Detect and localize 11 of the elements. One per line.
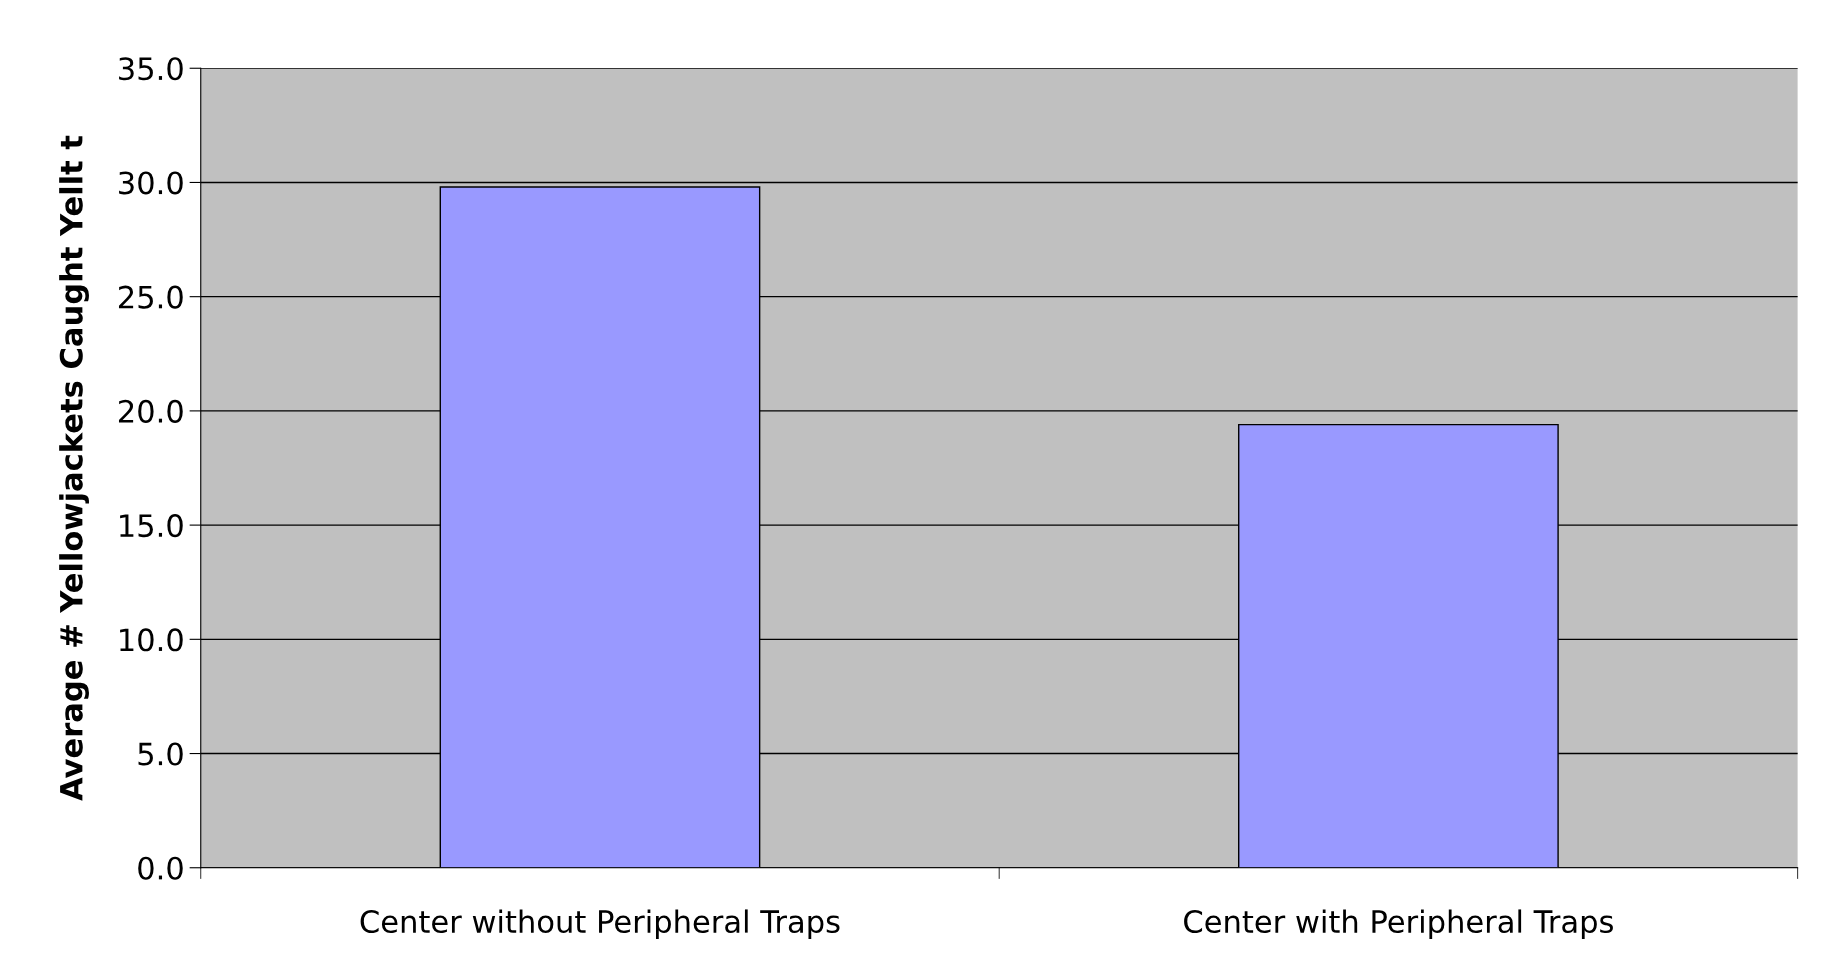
y-tick-label: 10.0 [120,628,183,652]
y-tick-label: 20.0 [118,399,183,423]
y-tick-label: 15.0 [120,514,183,538]
y-tick-label: 30.0 [119,171,183,195]
y-tick-label: 5.0 [138,742,183,766]
y-tick-label: 25.0 [118,285,183,309]
y-tick-label: 0.0 [138,856,183,880]
x-tick-label: Center without Peripheral Traps [360,909,840,939]
x-tick-label: Center with Peripheral Traps [1184,909,1613,939]
y-tick-label: 35.0 [119,57,183,81]
y-axis-title: Average # Yellowjackets Caught Yellt t [59,135,89,801]
